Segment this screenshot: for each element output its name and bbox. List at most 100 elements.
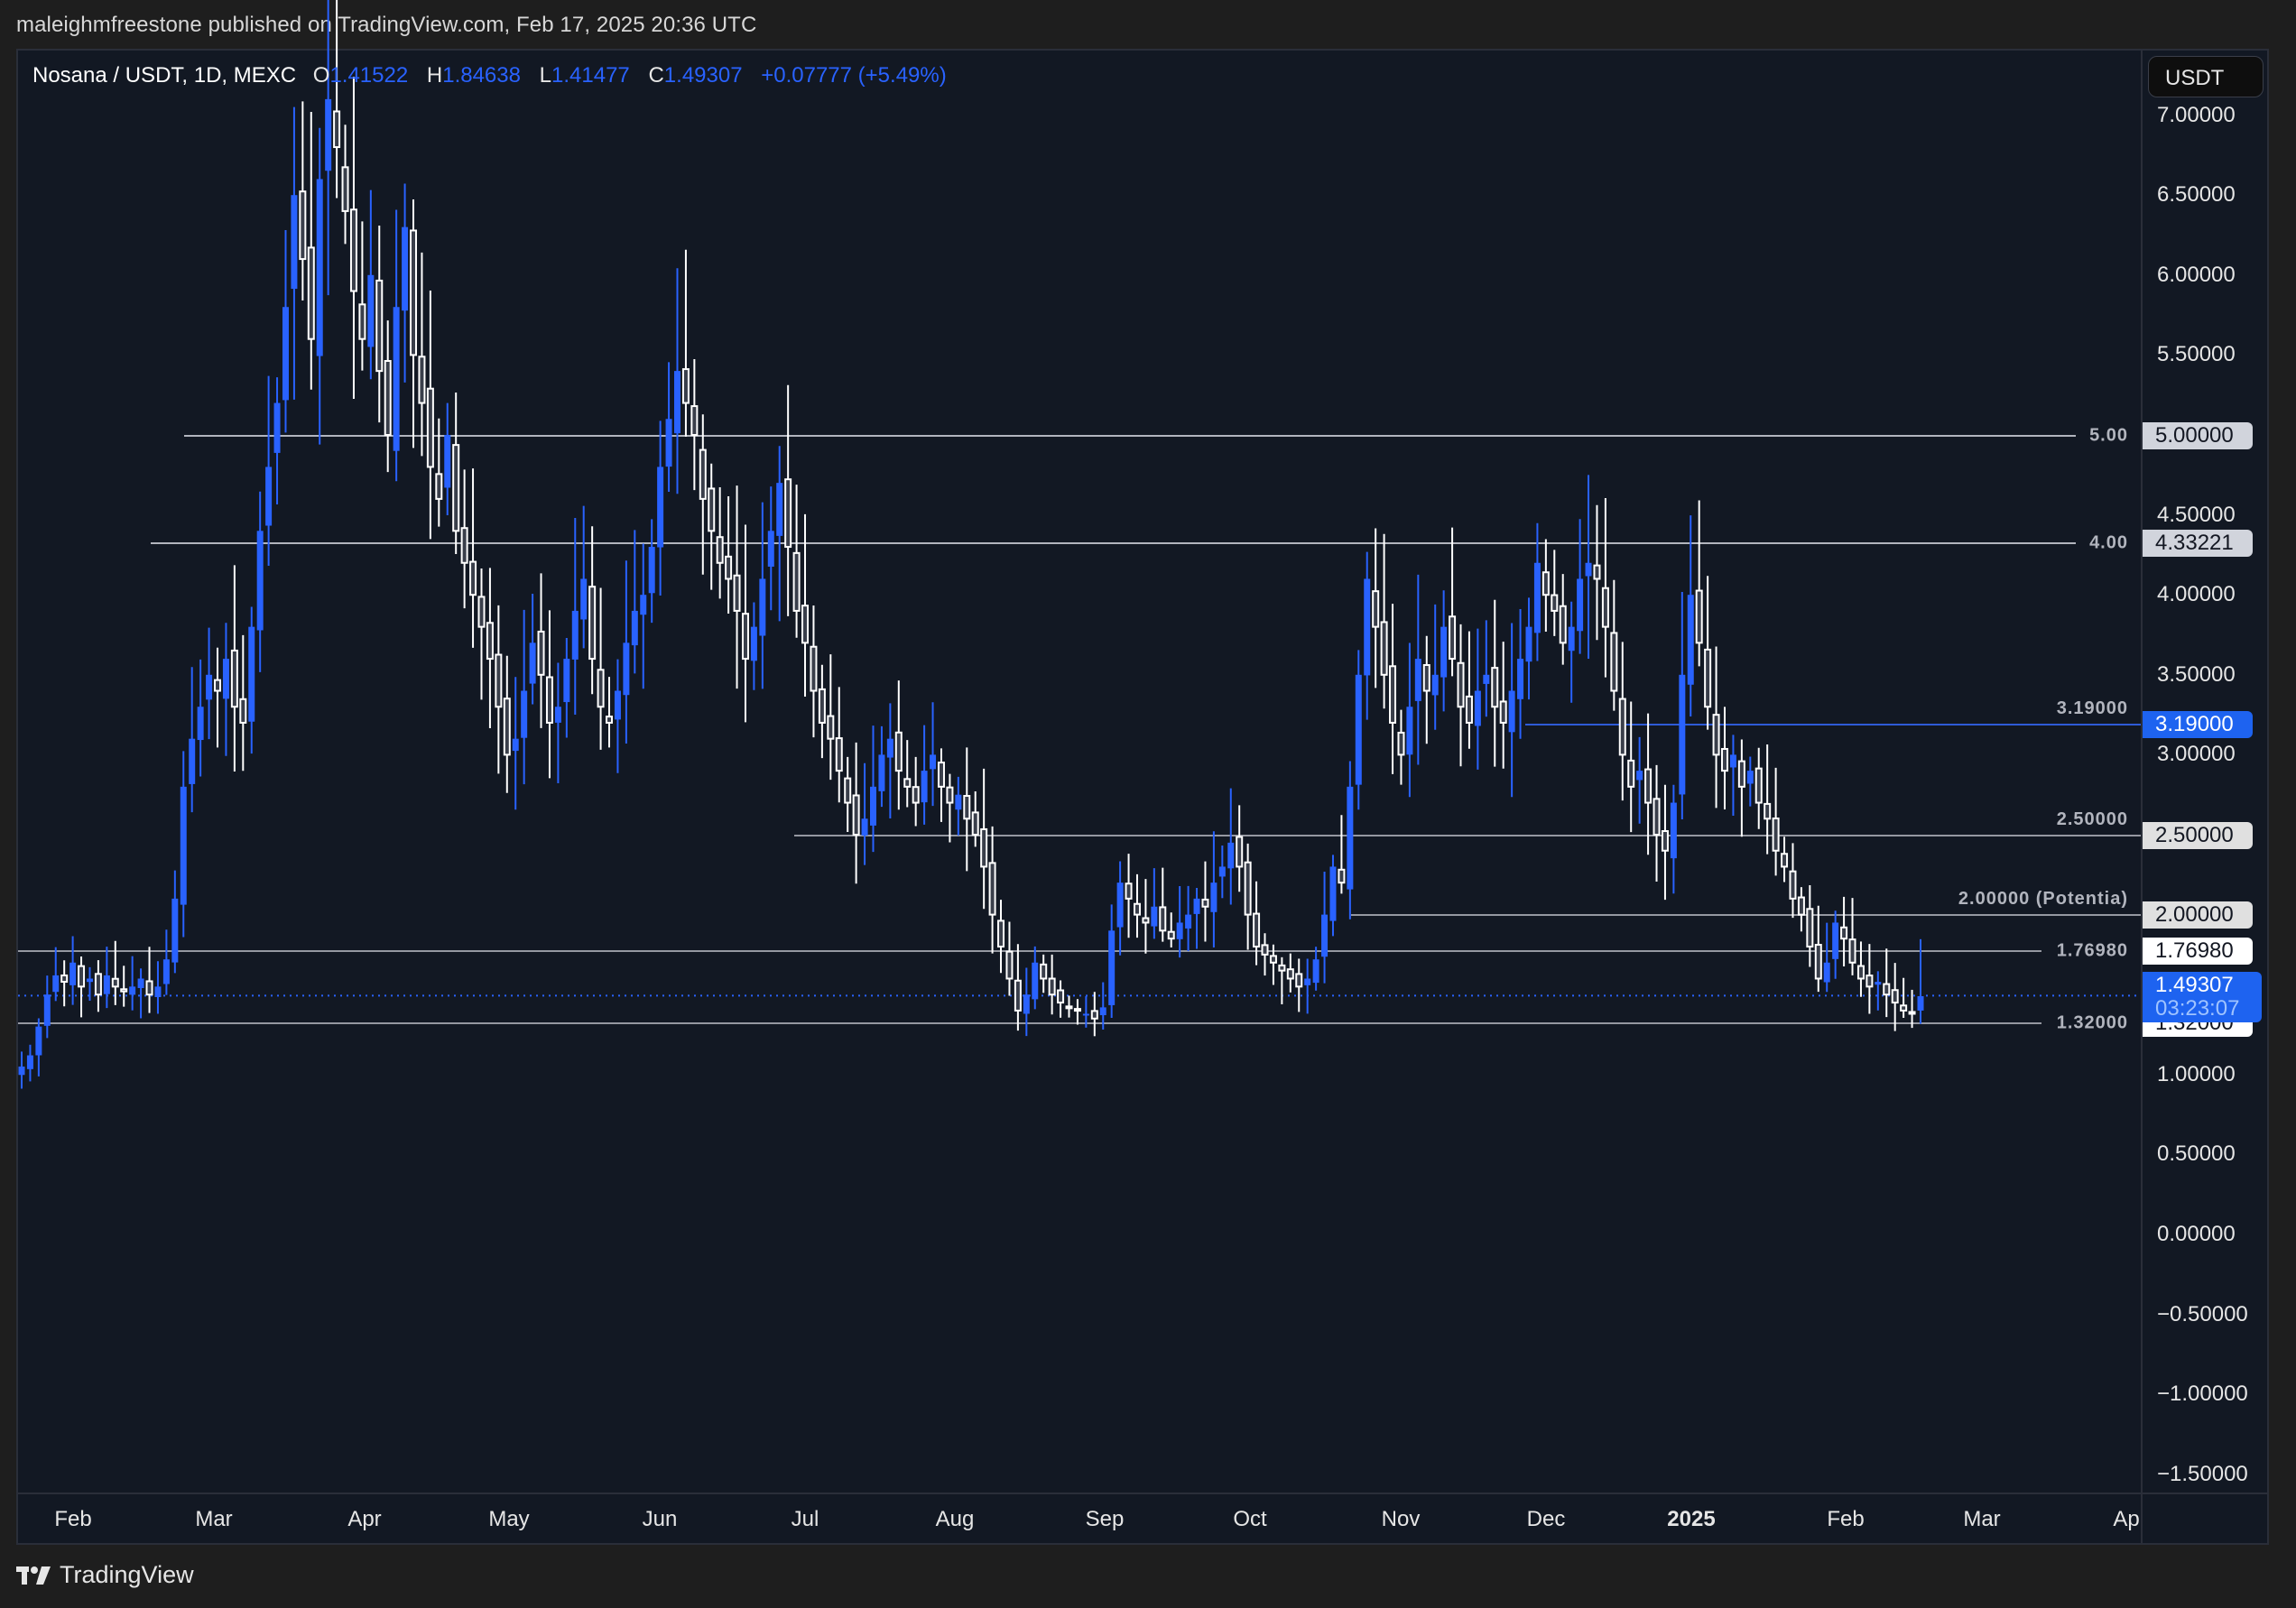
candle-body-up: [1347, 786, 1354, 890]
candle-body-up: [180, 786, 187, 905]
candle-body-down: [1704, 648, 1712, 708]
symbol-label[interactable]: Nosana / USDT, 1D, MEXC: [32, 63, 297, 88]
candle-body-down: [1806, 908, 1814, 948]
candle-body-up: [1321, 914, 1329, 957]
candle-body-down: [1422, 663, 1430, 692]
candle-body-down: [1900, 1004, 1908, 1012]
low-label: L: [539, 63, 552, 88]
candle-body-down: [307, 246, 315, 340]
candle-body-up: [657, 467, 664, 548]
tradingview-brand[interactable]: TradingView: [16, 1561, 194, 1589]
candle-body-up: [665, 419, 672, 467]
bar-countdown: 03:23:07: [2155, 996, 2240, 1021]
candle-body-down: [1491, 667, 1499, 708]
candle-body-down: [1695, 589, 1703, 644]
candle-body-up: [189, 738, 196, 784]
candle-body-down: [349, 208, 357, 292]
candle-body-down: [1465, 695, 1473, 724]
candle-body-down: [1065, 1005, 1073, 1010]
candle-body-up: [367, 274, 375, 347]
candle-body-down: [1789, 870, 1797, 900]
candle-body-up: [1517, 659, 1524, 699]
candle-body-down: [1797, 896, 1805, 916]
candle-body-down: [1866, 975, 1874, 988]
horizontal-line-label: 2.50000: [2056, 809, 2128, 829]
candle-body-up: [1193, 898, 1200, 914]
time-tick: May: [488, 1507, 530, 1531]
candle-body-down: [60, 974, 69, 984]
candle-body-down: [980, 827, 988, 868]
candle-body-up: [1525, 626, 1532, 662]
candle-body-up: [631, 610, 638, 646]
candle-body-down: [1253, 912, 1261, 948]
horizontal-line-label: 1.76980: [2056, 940, 2128, 961]
candle-body-down: [1372, 590, 1380, 628]
price-tick: 3.50000: [2157, 661, 2236, 687]
candle-body-up: [878, 754, 885, 791]
candle-body-up: [529, 642, 536, 684]
candle-body-up: [1585, 562, 1592, 577]
candle-body-up: [222, 659, 229, 699]
currency-button[interactable]: USDT: [2148, 56, 2264, 97]
candle-body-up: [640, 595, 647, 615]
candle-body-down: [537, 630, 545, 676]
time-tick: Apr: [347, 1507, 382, 1531]
candle-body-down: [1618, 698, 1626, 756]
time-tick: Feb: [1827, 1507, 1865, 1531]
candle-body-down: [477, 596, 486, 628]
low-value: 1.41477: [551, 63, 630, 88]
candle-body-down: [1661, 830, 1669, 852]
candle-body-down: [299, 190, 307, 261]
price-tick: 4.50000: [2157, 502, 2236, 527]
candle-body-down: [681, 368, 690, 404]
candle-body-down: [1551, 594, 1559, 612]
candle-body-down: [1090, 1010, 1098, 1020]
chart-panel[interactable]: [16, 49, 2269, 1545]
candle-body-down: [1457, 661, 1465, 708]
candle-body-up: [512, 738, 519, 752]
price-axis-label: 3.19000: [2143, 711, 2253, 738]
price-axis-label: 5.00000: [2143, 422, 2253, 449]
candle-body-down: [963, 795, 971, 820]
candle-body-up: [1032, 962, 1039, 1000]
price-tick: 7.00000: [2157, 102, 2236, 127]
candle-body-down: [1559, 605, 1567, 644]
candle-body-up: [1304, 978, 1311, 985]
candle-body-down: [1764, 802, 1772, 820]
candle-body-down: [341, 166, 349, 212]
candle-body-down: [597, 669, 605, 708]
candle-body-down: [111, 977, 119, 988]
candle-body-down: [1840, 926, 1848, 940]
candle-body-up: [1414, 659, 1421, 701]
candle-body-down: [1856, 965, 1865, 980]
candle-body-up: [1431, 674, 1439, 696]
candle-body-down: [818, 688, 826, 724]
candle-body-up: [35, 1026, 42, 1056]
candle-body-down: [716, 536, 724, 564]
candle-body-up: [1832, 922, 1839, 959]
candle-body-down: [988, 862, 996, 916]
change-value: +0.07777 (+5.49%): [761, 63, 947, 88]
horizontal-line-label: 4.00: [2089, 532, 2128, 553]
brand-name: TradingView: [60, 1561, 194, 1588]
candle-body-up: [162, 959, 170, 984]
candle-body-down: [1159, 906, 1167, 932]
candle-body-down: [912, 786, 920, 804]
candle-body-down: [410, 229, 418, 356]
candle-body-down: [94, 973, 102, 996]
candle-body-down: [1278, 964, 1286, 972]
candle-body-down: [903, 778, 912, 788]
candle-body-up: [197, 707, 204, 741]
candle-body-up: [137, 978, 144, 988]
candle-body-up: [1875, 982, 1882, 985]
candle-body-up: [886, 738, 893, 758]
candle-body-down: [741, 613, 749, 661]
ohlc-legend: Nosana / USDT, 1D, MEXC O1.41522 H1.8463…: [32, 63, 959, 88]
candle-body-down: [503, 698, 511, 756]
candle-body-up: [273, 402, 281, 453]
price-tick: 3.00000: [2157, 742, 2236, 767]
candle-body-down: [1261, 944, 1269, 956]
candle-body-up: [623, 642, 630, 696]
horizontal-line-label: 5.00: [2089, 425, 2128, 446]
